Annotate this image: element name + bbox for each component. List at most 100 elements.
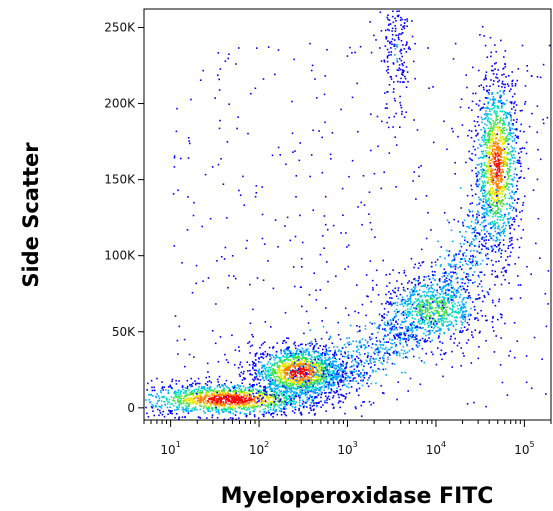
data-point xyxy=(436,330,439,332)
data-point xyxy=(308,397,310,400)
data-point xyxy=(416,299,419,301)
data-point xyxy=(411,35,414,38)
data-point xyxy=(495,119,497,122)
data-point xyxy=(441,322,444,325)
data-point xyxy=(307,348,309,350)
data-point xyxy=(502,113,505,116)
data-point xyxy=(489,155,491,157)
data-point xyxy=(431,298,434,301)
data-point xyxy=(486,107,488,109)
data-point xyxy=(296,349,298,352)
data-point xyxy=(181,409,184,411)
data-point xyxy=(481,25,484,28)
data-point xyxy=(146,389,148,391)
data-point xyxy=(492,155,495,158)
data-point xyxy=(297,365,299,368)
data-point xyxy=(297,344,300,347)
data-point xyxy=(261,356,263,358)
data-point xyxy=(385,293,387,296)
data-point xyxy=(329,392,332,394)
data-point xyxy=(500,117,502,119)
data-point xyxy=(403,70,405,72)
data-point xyxy=(296,380,298,382)
data-point xyxy=(443,268,446,271)
data-point xyxy=(258,361,260,363)
data-point xyxy=(500,283,503,286)
data-point xyxy=(262,370,265,373)
data-point xyxy=(490,181,493,183)
data-point xyxy=(255,406,257,408)
data-point xyxy=(399,293,402,296)
data-point xyxy=(443,314,445,317)
data-point xyxy=(506,146,508,149)
data-point xyxy=(202,401,205,404)
data-point xyxy=(254,376,256,379)
data-point xyxy=(499,169,501,171)
data-point xyxy=(421,347,424,350)
data-point xyxy=(289,399,291,402)
data-point xyxy=(374,360,376,363)
data-point xyxy=(276,342,279,344)
data-point xyxy=(181,416,184,418)
data-point xyxy=(262,369,265,372)
data-point xyxy=(356,325,358,327)
data-point xyxy=(233,401,236,404)
data-point xyxy=(461,321,464,324)
data-point xyxy=(285,408,287,410)
data-point xyxy=(269,378,272,380)
data-point xyxy=(272,396,275,399)
data-point xyxy=(399,126,401,128)
data-point xyxy=(283,403,285,405)
data-point xyxy=(337,364,340,366)
data-point xyxy=(218,391,220,393)
data-point xyxy=(216,398,218,400)
data-point xyxy=(213,402,216,404)
data-point xyxy=(310,363,313,365)
data-point xyxy=(219,386,221,389)
data-point xyxy=(500,252,502,255)
data-point xyxy=(514,84,517,87)
data-point xyxy=(192,396,195,399)
data-point xyxy=(244,397,246,400)
data-point xyxy=(338,375,340,378)
data-point xyxy=(395,308,398,311)
data-point xyxy=(430,323,432,326)
data-point xyxy=(206,392,209,394)
data-point xyxy=(317,367,320,369)
data-point xyxy=(230,394,232,396)
data-point xyxy=(387,334,389,336)
data-point xyxy=(483,137,486,140)
data-point xyxy=(310,381,312,383)
data-point xyxy=(483,194,486,197)
data-point xyxy=(465,276,468,278)
data-point xyxy=(174,392,177,395)
data-point xyxy=(259,346,261,349)
data-point xyxy=(414,288,416,290)
data-point xyxy=(299,349,301,351)
data-point xyxy=(231,406,234,409)
data-point xyxy=(322,404,324,406)
data-point xyxy=(198,395,200,397)
data-point xyxy=(315,386,317,388)
data-point xyxy=(501,86,503,88)
data-point xyxy=(412,335,414,338)
data-point xyxy=(428,319,431,321)
data-point xyxy=(495,182,498,185)
data-point xyxy=(336,370,339,373)
data-point xyxy=(281,408,283,410)
data-point xyxy=(289,354,291,357)
data-point xyxy=(360,361,363,363)
data-point xyxy=(481,186,484,189)
data-point xyxy=(412,334,415,336)
data-point xyxy=(485,235,488,238)
data-point xyxy=(299,375,302,377)
data-point xyxy=(266,376,268,379)
data-point xyxy=(162,396,164,399)
data-point xyxy=(508,192,511,195)
data-point xyxy=(403,116,406,118)
data-point xyxy=(230,395,232,397)
data-point xyxy=(274,383,277,385)
data-point xyxy=(421,303,424,306)
data-point xyxy=(486,135,489,137)
data-point xyxy=(358,325,361,328)
